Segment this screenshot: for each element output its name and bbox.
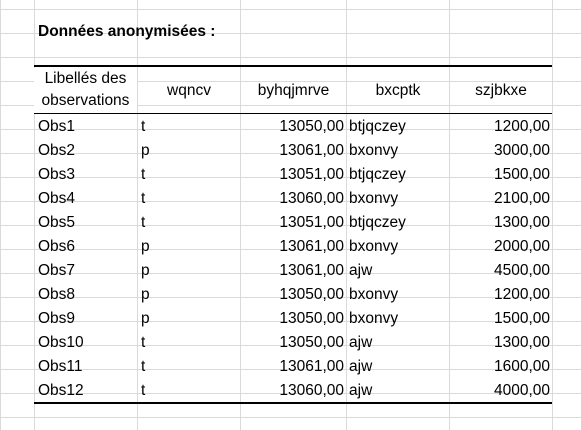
wqncv-cell[interactable]: t [141,382,146,399]
wqncv-cell[interactable]: t [141,214,146,231]
byhqjmrve-cell[interactable]: 13050,00 [279,118,344,135]
szjbkxe-cell[interactable]: 4500,00 [493,262,550,279]
header-col1[interactable]: wqncv [167,82,211,99]
bxcptk-cell[interactable]: ajw [349,262,373,279]
header-label-cell[interactable]: Libellés des observations [34,68,137,113]
szjbkxe-cell[interactable]: 2100,00 [493,190,550,207]
byhqjmrve-cell[interactable]: 13050,00 [279,286,344,303]
row-label-cell[interactable]: Obs11 [38,358,83,375]
wqncv-cell[interactable]: t [141,118,146,135]
szjbkxe-cell[interactable]: 1300,00 [493,214,550,231]
szjbkxe-cell[interactable]: 1500,00 [493,310,550,327]
row-label-cell[interactable]: Obs6 [38,238,76,255]
byhqjmrve-cell[interactable]: 13061,00 [279,262,344,279]
wqncv-cell[interactable]: t [141,334,146,351]
wqncv-cell[interactable]: p [141,238,150,255]
table-bottom-border [34,402,552,404]
header-col3[interactable]: bxcptk [375,82,421,99]
row-label-cell[interactable]: Obs9 [38,310,76,327]
byhqjmrve-cell[interactable]: 13060,00 [279,190,344,207]
bxcptk-cell[interactable]: btjqczey [349,166,406,183]
gridline [34,0,35,430]
szjbkxe-cell[interactable]: 1200,00 [493,118,550,135]
header-label-line2: observations [41,92,130,109]
bxcptk-cell[interactable]: ajw [349,334,373,351]
bxcptk-cell[interactable]: bxonvy [349,238,399,255]
wqncv-cell[interactable]: p [141,310,150,327]
header-bottom-border [34,113,552,114]
row-label-cell[interactable]: Obs4 [38,190,76,207]
header-col2[interactable]: byhqjmrve [257,82,330,99]
wqncv-cell[interactable]: t [141,190,146,207]
szjbkxe-cell[interactable]: 1600,00 [493,358,550,375]
byhqjmrve-cell[interactable]: 13061,00 [279,142,344,159]
row-label-cell[interactable]: Obs2 [38,142,76,159]
byhqjmrve-cell[interactable]: 13050,00 [279,310,344,327]
gridline [137,0,138,430]
bxcptk-cell[interactable]: bxonvy [349,190,399,207]
row-label-cell[interactable]: Obs3 [38,166,76,183]
byhqjmrve-cell[interactable]: 13061,00 [279,238,344,255]
wqncv-cell[interactable]: p [141,142,150,159]
byhqjmrve-cell[interactable]: 13061,00 [279,358,344,375]
bxcptk-cell[interactable]: ajw [349,358,373,375]
gridline [449,0,450,430]
szjbkxe-cell[interactable]: 1200,00 [493,286,550,303]
wqncv-cell[interactable]: p [141,286,150,303]
row-label-cell[interactable]: Obs7 [38,262,76,279]
bxcptk-cell[interactable]: ajw [349,382,373,399]
table-top-border [34,65,552,67]
szjbkxe-cell[interactable]: 1500,00 [493,166,550,183]
wqncv-cell[interactable]: t [141,166,146,183]
bxcptk-cell[interactable]: btjqczey [349,214,406,231]
row-label-cell[interactable]: Obs10 [38,334,84,351]
sheet-title[interactable]: Données anonymisées : [38,23,216,40]
row-label-cell[interactable]: Obs1 [38,118,76,135]
wqncv-cell[interactable]: t [141,358,146,375]
bxcptk-cell[interactable]: btjqczey [349,118,406,135]
gridline [346,0,347,430]
row-label-cell[interactable]: Obs5 [38,214,76,231]
szjbkxe-cell[interactable]: 1300,00 [493,334,550,351]
bxcptk-cell[interactable]: bxonvy [349,142,399,159]
header-col4[interactable]: szjbkxe [475,82,527,99]
szjbkxe-cell[interactable]: 4000,00 [493,382,550,399]
bxcptk-cell[interactable]: bxonvy [349,310,399,327]
row-label-cell[interactable]: Obs8 [38,286,76,303]
byhqjmrve-cell[interactable]: 13050,00 [279,334,344,351]
bxcptk-cell[interactable]: bxonvy [349,286,399,303]
byhqjmrve-cell[interactable]: 13060,00 [279,382,344,399]
szjbkxe-cell[interactable]: 3000,00 [493,142,550,159]
wqncv-cell[interactable]: p [141,262,150,279]
header-label-line1: Libellés des [44,70,127,87]
szjbkxe-cell[interactable]: 2000,00 [493,238,550,255]
byhqjmrve-cell[interactable]: 13051,00 [279,166,344,183]
gridline [552,0,553,430]
byhqjmrve-cell[interactable]: 13051,00 [279,214,344,231]
row-label-cell[interactable]: Obs12 [38,382,84,399]
gridline [240,0,241,430]
